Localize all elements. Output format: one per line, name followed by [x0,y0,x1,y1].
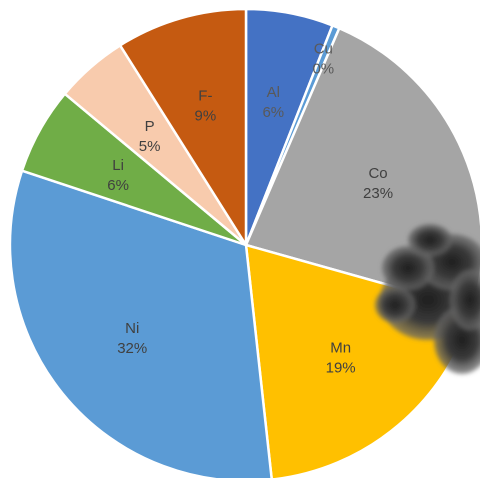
slice-label-f: F- 9% [195,87,217,124]
slice-percent-label: 19% [326,360,356,377]
slice-percent-label: 0% [312,60,334,77]
pie-slice-ni [8,169,273,478]
pie-slice-f [118,7,248,247]
slice-percent-label: 32% [117,340,147,357]
slice-category-label: Cu [314,40,333,57]
slice-label-cu: Cu 0% [312,40,334,77]
slice-label-li: Li 6% [107,157,129,194]
slice-percent-label: 23% [363,185,393,202]
slice-label-mn: Mn 19% [326,340,356,377]
slice-percent-label: 5% [139,138,161,155]
smoke-cloud-icon [375,224,480,374]
slice-label-ni: Ni 32% [117,320,147,357]
slice-label-al: Al 6% [262,84,284,121]
slice-label-co: Co 23% [363,165,393,202]
slice-category-label: P [145,118,155,135]
slice-category-label: Li [112,157,124,174]
slice-category-label: Mn [330,340,351,357]
slice-label-p: P 5% [139,118,161,155]
slice-category-label: Co [368,165,387,182]
slice-category-label: F- [198,87,212,104]
slice-category-label: Ni [125,320,139,337]
slice-percent-label: 9% [195,107,217,124]
slice-percent-label: 6% [262,104,284,121]
slice-percent-label: 6% [107,177,129,194]
slice-category-label: Al [267,84,280,101]
